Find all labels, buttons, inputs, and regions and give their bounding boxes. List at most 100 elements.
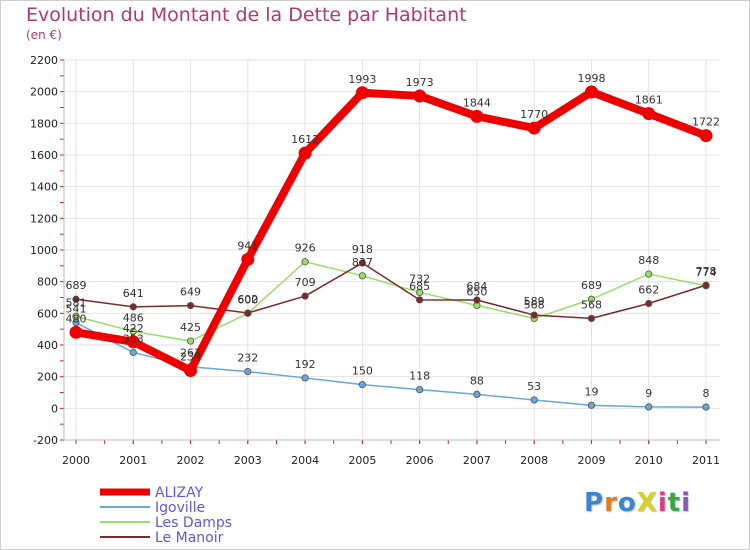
data-point <box>702 281 710 289</box>
data-label: 19 <box>584 385 598 398</box>
data-label: 53 <box>527 380 541 393</box>
y-tick-label: 2000 <box>30 86 58 99</box>
chart-subtitle: (en €) <box>26 28 62 42</box>
data-label: 641 <box>123 287 144 300</box>
data-point <box>186 301 195 310</box>
data-label: 1993 <box>348 73 376 86</box>
data-point <box>473 296 481 304</box>
data-point <box>355 86 369 100</box>
data-point <box>72 295 80 303</box>
data-point <box>584 85 598 99</box>
logo-letter: X <box>636 488 658 518</box>
data-point <box>301 258 309 266</box>
logo-letter: P <box>584 488 605 518</box>
data-point <box>530 311 538 319</box>
data-label: 689 <box>581 279 602 292</box>
y-tick-label: 1200 <box>30 212 58 225</box>
data-label: 118 <box>409 370 430 383</box>
data-label: 709 <box>295 276 316 289</box>
data-label: 581 <box>66 296 87 309</box>
data-label: 353 <box>123 332 144 345</box>
data-label: 1770 <box>520 108 548 121</box>
data-label: 9 <box>645 387 652 400</box>
y-tick-label: -200 <box>33 434 58 447</box>
series-line-les-damps <box>75 260 707 342</box>
data-point <box>645 270 653 278</box>
data-label: 1844 <box>463 96 491 109</box>
data-point <box>645 299 653 308</box>
data-label: 918 <box>352 243 373 256</box>
data-label: 732 <box>409 272 430 285</box>
data-point <box>416 288 424 297</box>
data-point <box>244 367 252 376</box>
data-point <box>72 312 80 320</box>
legend-label: Igoville <box>155 500 205 516</box>
y-tick-label: 1800 <box>30 117 58 130</box>
data-label: 684 <box>466 280 487 293</box>
data-label: 650 <box>466 285 487 298</box>
data-point <box>702 403 710 411</box>
data-label: 848 <box>638 254 659 267</box>
data-point <box>358 272 366 280</box>
data-label: 568 <box>524 298 545 311</box>
data-label: 232 <box>237 352 258 365</box>
data-point <box>413 89 427 103</box>
data-label: 263 <box>180 347 201 360</box>
data-label: 150 <box>352 365 373 378</box>
data-label: 239 <box>180 350 201 363</box>
data-point <box>416 296 424 304</box>
data-point <box>241 252 255 266</box>
y-tick-label: 1400 <box>30 181 58 194</box>
chart-title: Evolution du Montant de la Dette par Hab… <box>26 4 467 26</box>
data-point <box>587 295 596 303</box>
x-tick-label: 2004 <box>291 454 319 467</box>
data-label: 1861 <box>635 94 663 107</box>
x-tick-label: 2003 <box>234 454 262 467</box>
series-line-le-manoir <box>75 262 707 320</box>
logo-letter: o <box>617 488 637 518</box>
data-label: 1722 <box>692 116 720 129</box>
data-label: 568 <box>581 298 602 311</box>
data-point <box>699 129 713 143</box>
legend-label: ALIZAY <box>155 485 204 501</box>
data-label: 941 <box>237 239 258 252</box>
logo-letter: i <box>681 488 692 518</box>
x-tick-label: 2010 <box>635 454 663 467</box>
data-label: 1998 <box>577 72 605 85</box>
data-label: 1612 <box>291 133 319 146</box>
data-label: 1973 <box>406 76 434 89</box>
data-label: 589 <box>524 295 545 308</box>
x-tick-label: 2000 <box>62 454 90 467</box>
data-point <box>470 109 484 123</box>
data-label: 689 <box>66 279 87 292</box>
data-point <box>301 292 309 300</box>
proxiti-logo: ProXiti <box>584 488 691 518</box>
data-label: 425 <box>180 321 201 334</box>
logo-letter: r <box>604 488 618 518</box>
data-label: 926 <box>295 242 316 255</box>
y-tick-label: 2200 <box>30 54 58 67</box>
data-label: 486 <box>123 311 144 324</box>
data-point <box>126 335 140 349</box>
data-point <box>473 390 481 398</box>
x-tick-label: 2005 <box>348 454 376 467</box>
y-tick-label: 1000 <box>30 244 58 257</box>
data-label: 422 <box>123 322 144 335</box>
data-point <box>186 337 195 345</box>
data-point <box>298 146 312 160</box>
logo-letter: i <box>657 488 668 518</box>
data-label: 602 <box>237 293 258 306</box>
data-point <box>642 107 656 121</box>
data-point <box>587 401 596 409</box>
x-tick-label: 2009 <box>577 454 605 467</box>
series-line-alizay <box>72 87 710 375</box>
y-tick-label: 800 <box>37 276 58 289</box>
y-tick-label: 200 <box>37 371 58 384</box>
data-point <box>358 259 366 267</box>
data-point <box>587 314 596 322</box>
y-tick-label: 400 <box>37 339 58 352</box>
x-tick-label: 2006 <box>406 454 434 467</box>
data-point <box>358 380 366 389</box>
data-label: 837 <box>352 256 373 269</box>
